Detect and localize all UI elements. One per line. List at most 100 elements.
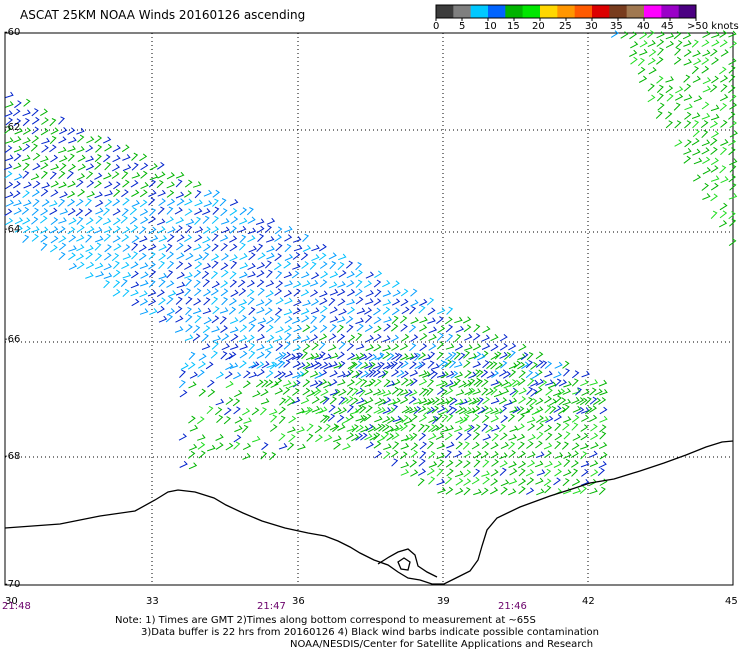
wind-barb — [405, 433, 414, 442]
wind-barb — [382, 431, 390, 440]
color-scale-label: 0 — [433, 21, 440, 32]
wind-barb — [683, 94, 693, 101]
wind-barb — [256, 361, 265, 369]
color-scale-label: 15 — [507, 21, 520, 32]
wind-barb — [439, 380, 448, 389]
wind-barb — [288, 415, 297, 424]
wind-barb — [570, 450, 579, 458]
wind-barb — [179, 460, 188, 468]
wind-barb — [188, 462, 198, 470]
wind-barb — [41, 182, 51, 189]
wind-barb — [377, 407, 386, 415]
wind-barb — [464, 370, 472, 379]
wind-barb — [148, 261, 156, 270]
wind-barb — [221, 269, 229, 278]
wind-barb — [728, 138, 737, 146]
wind-barb — [507, 488, 517, 496]
wind-barb — [691, 39, 699, 48]
wind-barb — [418, 352, 427, 360]
latitude-label: -66 — [4, 334, 21, 345]
wind-barb — [391, 307, 400, 316]
wind-barb — [210, 270, 219, 279]
wind-barb — [166, 270, 174, 279]
wind-barb — [499, 343, 508, 351]
wind-barb — [315, 434, 323, 443]
wind-barb — [473, 324, 481, 333]
wind-barb — [274, 234, 282, 242]
wind-barb — [400, 298, 409, 307]
wind-barb — [360, 432, 368, 441]
wind-barb — [486, 360, 494, 369]
wind-barb — [318, 243, 327, 252]
wind-barb — [720, 146, 728, 156]
wind-barb — [221, 343, 230, 351]
wind-barb — [311, 254, 320, 262]
wind-barb — [76, 216, 84, 225]
wind-barb — [275, 297, 284, 305]
wind-barb — [85, 272, 94, 279]
wind-barb — [446, 441, 455, 449]
wind-barb — [392, 378, 401, 386]
wind-barb — [436, 341, 445, 350]
wind-barb — [518, 478, 527, 486]
wind-barb — [404, 406, 414, 414]
wind-barb — [221, 333, 230, 342]
wind-barb — [409, 369, 419, 377]
wind-barb — [58, 235, 67, 243]
wind-barb — [387, 398, 397, 406]
wind-barb — [674, 93, 684, 101]
wind-barb — [76, 173, 86, 181]
wind-barb — [526, 440, 534, 449]
wind-barb — [364, 433, 373, 441]
wind-barb — [719, 94, 729, 102]
wind-barb — [557, 388, 566, 397]
wind-barb — [464, 432, 472, 441]
wind-barb — [728, 238, 737, 247]
wind-barb — [710, 146, 718, 155]
wind-barb — [139, 226, 147, 235]
wind-barb — [711, 130, 720, 139]
wind-barb — [385, 425, 394, 434]
wind-barb — [76, 146, 85, 153]
wind-barb — [571, 422, 579, 431]
color-scale-label: 10 — [484, 21, 497, 32]
wind-barb — [468, 378, 476, 387]
wind-barb — [233, 441, 241, 450]
wind-barb — [184, 234, 193, 243]
wind-barb — [57, 226, 66, 234]
wind-barb — [197, 416, 205, 425]
wind-barb — [647, 83, 655, 92]
wind-barb — [274, 314, 282, 324]
wind-barb — [373, 423, 382, 432]
wind-barb — [445, 387, 454, 396]
wind-barb — [400, 461, 410, 469]
wind-barb — [94, 191, 103, 199]
wind-barb — [49, 135, 57, 145]
wind-barb — [175, 179, 183, 188]
wind-barb — [516, 423, 525, 431]
wind-barb — [139, 298, 149, 306]
wind-barb — [140, 216, 149, 225]
wind-barb — [410, 469, 419, 477]
wind-barb — [562, 360, 570, 369]
wind-barb — [453, 351, 461, 360]
wind-barb — [319, 279, 328, 288]
wind-barb — [589, 460, 599, 467]
wind-barb — [292, 280, 302, 288]
wind-barb — [535, 440, 543, 449]
wind-barb — [711, 39, 720, 47]
wind-barb — [22, 225, 31, 234]
wind-barb — [77, 224, 85, 233]
wind-barb — [176, 281, 186, 289]
color-scale-swatch — [540, 5, 558, 18]
wind-barb — [647, 57, 656, 66]
wind-barb — [257, 287, 265, 296]
wind-barb — [41, 117, 49, 125]
wind-barb — [491, 433, 499, 442]
wind-barb — [140, 170, 148, 179]
wind-barb — [86, 171, 94, 180]
wind-barb — [563, 416, 572, 423]
latitude-label: -60 — [4, 27, 21, 38]
wind-barb — [220, 208, 228, 217]
wind-barb — [175, 261, 184, 270]
